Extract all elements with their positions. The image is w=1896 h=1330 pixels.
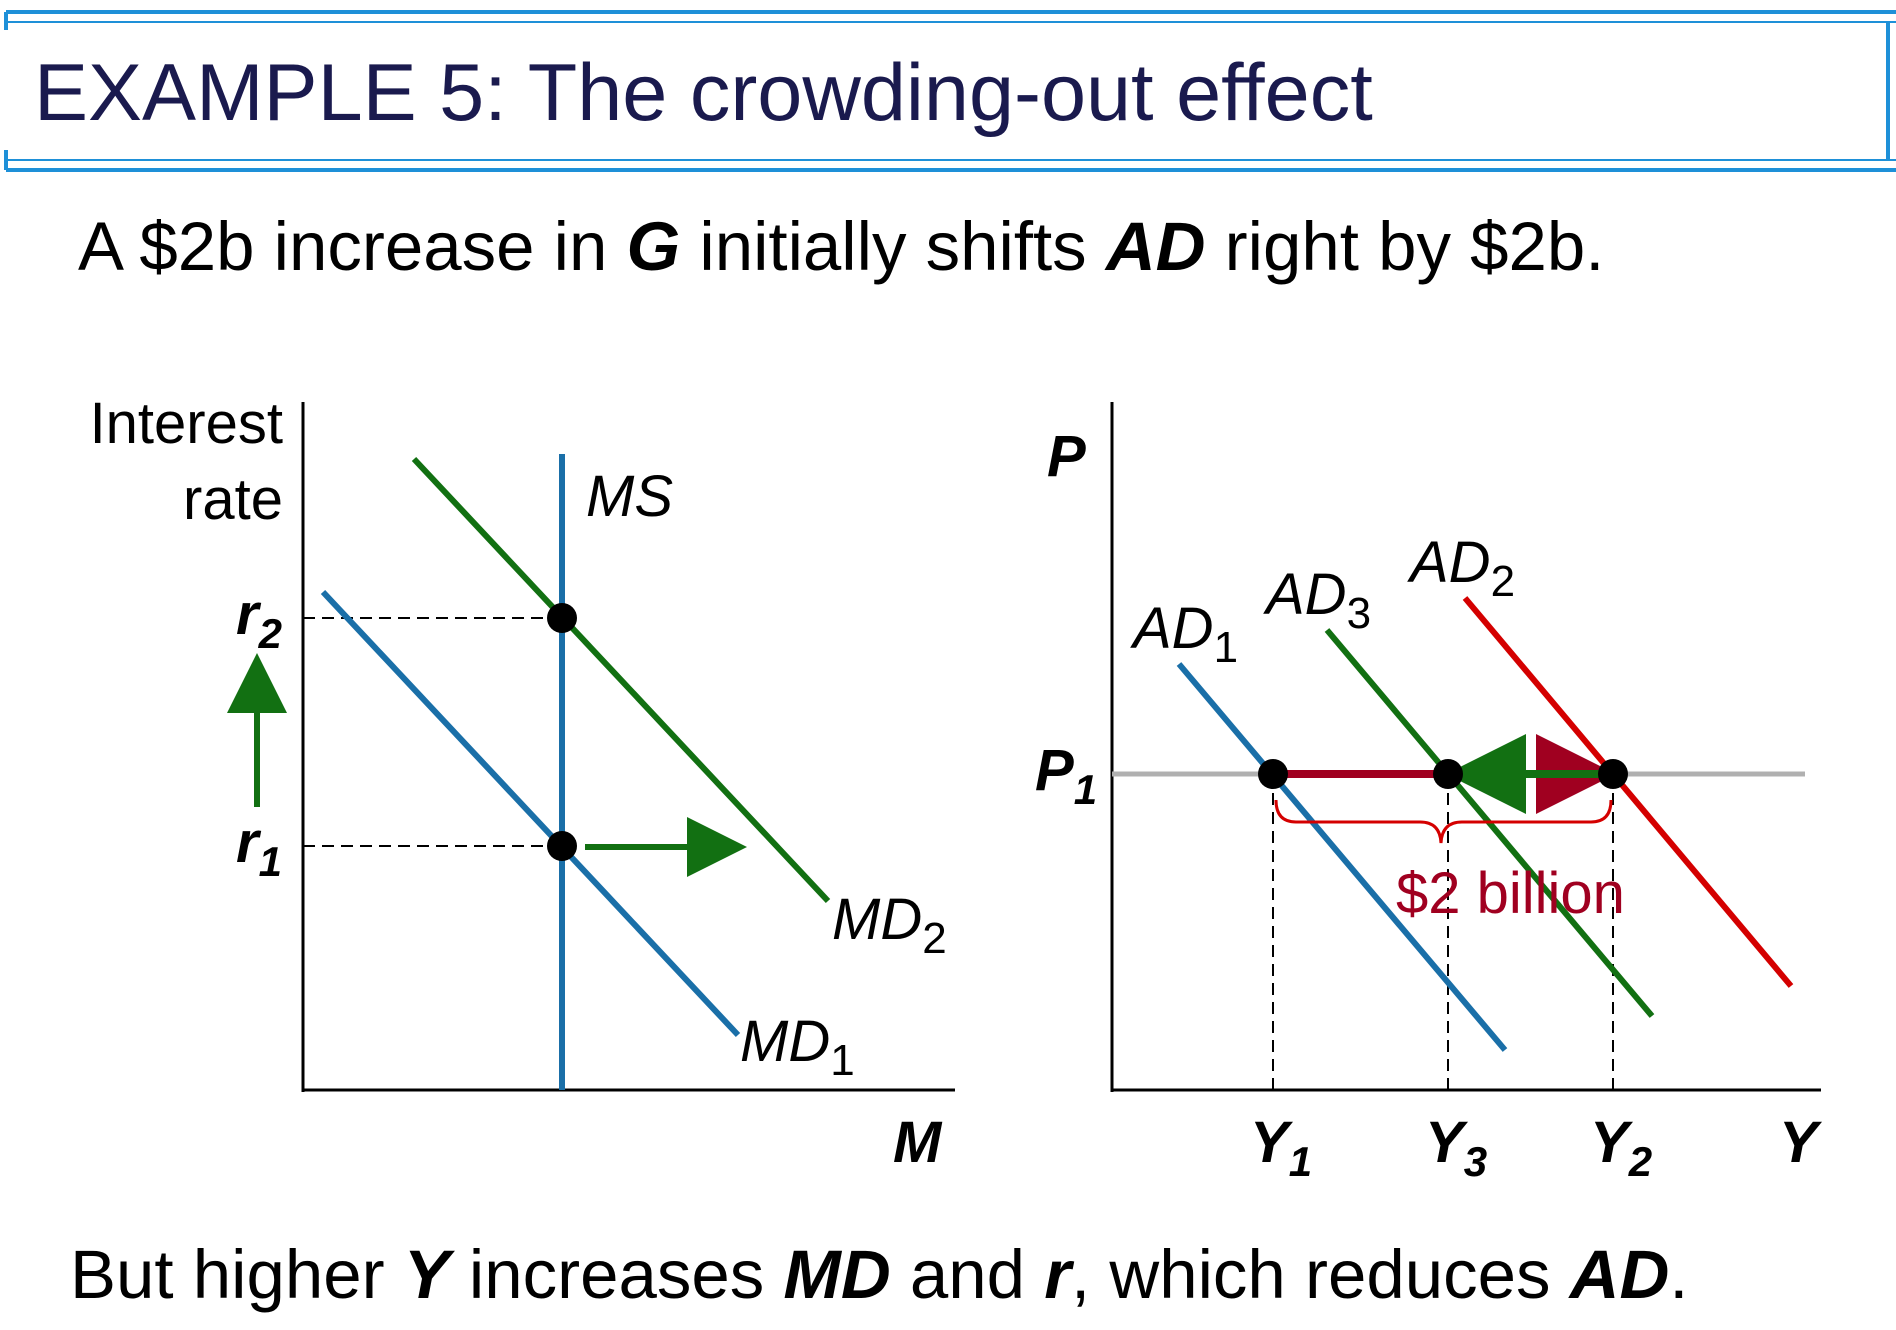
- md2-label: MD2: [832, 887, 947, 963]
- title-frame: [4, 10, 1896, 172]
- md1-curve: [320, 589, 741, 1038]
- footer-text: But higher Y increases MD and r, which r…: [70, 1236, 1688, 1313]
- y1-label: Y1: [1250, 1110, 1312, 1185]
- md2-curve: [411, 456, 831, 904]
- two-billion-brace: [1274, 799, 1613, 844]
- goods-market-graph: P Y $2 billion AD1 AD3 AD2 P1 Y1 Y3 Y2: [1035, 402, 1823, 1185]
- goods-eq-y3: [1433, 759, 1463, 789]
- page-title: EXAMPLE 5: The crowding-out effect: [34, 48, 1373, 138]
- ad1-label: AD1: [1130, 596, 1238, 672]
- goods-eq-y2: [1598, 759, 1628, 789]
- money-y-axis-label-line2: rate: [183, 467, 283, 532]
- y3-label: Y3: [1425, 1110, 1487, 1185]
- two-billion-label: $2 billion: [1396, 861, 1625, 926]
- p1-label: P1: [1035, 738, 1097, 813]
- goods-x-axis-label: Y: [1779, 1110, 1823, 1175]
- goods-y-axis-label: P: [1047, 424, 1086, 489]
- y2-label: Y2: [1590, 1110, 1652, 1185]
- ad1-curve: [1176, 662, 1508, 1052]
- money-x-axis-label: M: [893, 1110, 943, 1175]
- goods-eq-y1: [1258, 759, 1288, 789]
- money-market-graph: Interest rate M MS MD2 MD1 r2 r1: [90, 391, 955, 1175]
- ms-label: MS: [586, 464, 673, 529]
- money-eq-low: [547, 831, 577, 861]
- money-eq-high: [547, 603, 577, 633]
- ad2-label: AD2: [1407, 530, 1515, 606]
- money-y-axis-label-line1: Interest: [90, 391, 283, 456]
- md1-label: MD1: [740, 1009, 855, 1085]
- r1-label: r1: [236, 810, 282, 885]
- r2-label: r2: [236, 582, 282, 657]
- ad3-label: AD3: [1263, 562, 1371, 638]
- subtitle: A $2b increase in G initially shifts AD …: [78, 208, 1604, 285]
- ad2-curve: [1462, 596, 1794, 988]
